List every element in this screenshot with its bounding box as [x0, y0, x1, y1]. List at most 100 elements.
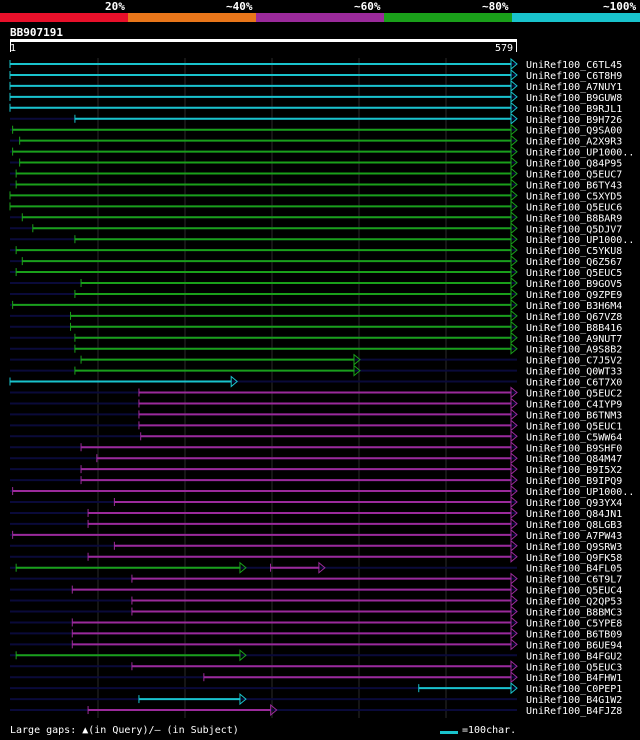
hit-end-arrow: [318, 561, 326, 574]
hit-name[interactable]: UniRef100_A7PW43: [526, 531, 622, 542]
hit-end-arrow: [510, 309, 518, 322]
hit-name[interactable]: UniRef100_B4FGU2: [526, 651, 622, 662]
legend-label-2: ~40%: [226, 0, 253, 13]
hit-name[interactable]: UniRef100_Q5EUC7: [526, 170, 622, 181]
hit-name[interactable]: UniRef100_A9NUT7: [526, 334, 622, 345]
hit-end-arrow: [510, 123, 518, 136]
hit-name[interactable]: UniRef100_B3H6M4: [526, 301, 622, 312]
hit-end-arrow: [510, 320, 518, 333]
hit-name[interactable]: UniRef100_B6TY43: [526, 180, 622, 191]
hit-end-arrow: [510, 101, 518, 114]
hit-end-arrow: [510, 331, 518, 344]
hit-name[interactable]: UniRef100_B9GOV5: [526, 279, 622, 290]
hit-end-arrow: [510, 474, 518, 487]
hit-end-arrow: [239, 693, 247, 706]
hit-name[interactable]: UniRef100_B9I5X2: [526, 465, 622, 476]
hit-name[interactable]: UniRef100_B8B416: [526, 323, 622, 334]
hit-name[interactable]: UniRef100_B8BAR9: [526, 213, 622, 224]
hit-name[interactable]: UniRef100_C5WW64: [526, 432, 622, 443]
hit-end-arrow: [510, 419, 518, 432]
hit-name[interactable]: UniRef100_Q5EUC2: [526, 389, 622, 400]
hit-end-arrow: [510, 57, 518, 71]
hit-name[interactable]: UniRef100_B9SHF0: [526, 443, 622, 454]
scale-legend: =100char.: [440, 725, 516, 736]
hit-name[interactable]: UniRef100_Q9ZPE9: [526, 290, 622, 301]
hit-end-arrow: [510, 550, 518, 563]
hit-name[interactable]: UniRef100_B4FHW1: [526, 673, 622, 684]
hit-name[interactable]: UniRef100_B4FL05: [526, 564, 622, 575]
hit-name[interactable]: UniRef100_Q0WT33: [526, 367, 622, 378]
hit-name[interactable]: UniRef100_B9RJL1: [526, 104, 622, 115]
scale-label: =100char.: [462, 725, 517, 736]
hit-end-arrow: [230, 375, 238, 388]
hit-name[interactable]: UniRef100_B6TNM3: [526, 410, 622, 421]
hit-end-arrow: [510, 156, 518, 169]
hit-name[interactable]: UniRef100_Q9FK58: [526, 553, 622, 564]
hit-end-arrow: [239, 649, 247, 662]
legend-segment-1: [0, 13, 128, 22]
hit-name[interactable]: UniRef100_C6T7X0: [526, 378, 622, 389]
hit-name[interactable]: UniRef100_A7NUY1: [526, 82, 622, 93]
hit-end-arrow: [510, 233, 518, 246]
hit-end-arrow: [510, 616, 518, 629]
hit-end-arrow: [510, 605, 518, 618]
large-gaps-legend: Large gaps: ▲(in Query)/– (in Subject): [10, 725, 239, 736]
hit-name[interactable]: UniRef100_C6T9L7: [526, 575, 622, 586]
ruler-start-label: 1: [10, 43, 17, 54]
hit-name[interactable]: UniRef100_C5YKU8: [526, 246, 622, 257]
hit-name[interactable]: UniRef100_B4FJZ8: [526, 706, 622, 717]
hit-name[interactable]: UniRef100_B4G1W2: [526, 695, 622, 706]
legend-label-5: ~100%: [603, 0, 637, 13]
hit-name[interactable]: UniRef100_Q5EUC6: [526, 202, 622, 213]
hit-name[interactable]: UniRef100_B6UE94: [526, 640, 622, 651]
hit-name[interactable]: UniRef100_Q9SA00: [526, 126, 622, 137]
hit-end-arrow: [353, 353, 361, 366]
hit-name[interactable]: UniRef100_B9IPQ9: [526, 476, 622, 487]
hit-name[interactable]: UniRef100_Q5EUC4: [526, 586, 622, 597]
hit-name[interactable]: UniRef100_UP1000..: [526, 487, 634, 498]
hit-name[interactable]: UniRef100_Q2QP53: [526, 597, 622, 608]
hit-end-arrow: [510, 90, 518, 103]
hit-name[interactable]: UniRef100_Q5EUC5: [526, 268, 622, 279]
hit-name[interactable]: UniRef100_C6T8H9: [526, 71, 622, 82]
hit-name[interactable]: UniRef100_A2X9R3: [526, 137, 622, 148]
hit-end-arrow: [239, 561, 247, 574]
hit-name[interactable]: UniRef100_C7J5V2: [526, 356, 622, 367]
hit-name[interactable]: UniRef100_Q5EUC3: [526, 662, 622, 673]
hit-end-arrow: [510, 452, 518, 465]
hit-name[interactable]: UniRef100_C6TL45: [526, 60, 622, 71]
hit-end-arrow: [510, 441, 518, 454]
hit-name[interactable]: UniRef100_Q5EUC1: [526, 421, 622, 432]
hit-name[interactable]: UniRef100_Q84P95: [526, 159, 622, 170]
hit-name[interactable]: UniRef100_Q93YX4: [526, 498, 622, 509]
hit-name[interactable]: UniRef100_Q6Z567: [526, 257, 622, 268]
hit-name[interactable]: UniRef100_UP1000..: [526, 148, 634, 159]
hit-name[interactable]: UniRef100_C0PEP1: [526, 684, 622, 695]
hit-end-arrow: [510, 627, 518, 640]
hit-name[interactable]: UniRef100_Q9SRW3: [526, 542, 622, 553]
hit-name[interactable]: UniRef100_A9S8B2: [526, 345, 622, 356]
ruler-start-tick: [10, 42, 11, 52]
hit-name[interactable]: UniRef100_B8BMC3: [526, 608, 622, 619]
legend-label-4: ~80%: [482, 0, 509, 13]
hit-name[interactable]: UniRef100_C5YPE8: [526, 618, 622, 629]
hit-end-arrow: [510, 265, 518, 279]
hit-name[interactable]: UniRef100_Q84M47: [526, 454, 622, 465]
hit-name[interactable]: UniRef100_B9GUW8: [526, 93, 622, 104]
hit-name[interactable]: UniRef100_C5XYD5: [526, 191, 622, 202]
hit-name[interactable]: UniRef100_Q8LGB3: [526, 520, 622, 531]
hit-end-arrow: [510, 342, 518, 355]
hit-name[interactable]: UniRef100_B6TB09: [526, 629, 622, 640]
hit-end-arrow: [510, 134, 518, 147]
hit-end-arrow: [510, 244, 518, 257]
hit-end-arrow: [510, 397, 518, 410]
hit-name[interactable]: UniRef100_Q84JN1: [526, 509, 622, 520]
hit-name[interactable]: UniRef100_C4IYP9: [526, 399, 622, 410]
hit-name[interactable]: UniRef100_UP1000..: [526, 235, 634, 246]
hit-name[interactable]: UniRef100_B9H726: [526, 115, 622, 126]
hit-end-arrow: [510, 167, 518, 180]
hit-name[interactable]: UniRef100_Q67VZ8: [526, 312, 622, 323]
hit-end-arrow: [510, 408, 518, 421]
hit-end-arrow: [510, 178, 518, 191]
hit-name[interactable]: UniRef100_Q5DJV7: [526, 224, 622, 235]
